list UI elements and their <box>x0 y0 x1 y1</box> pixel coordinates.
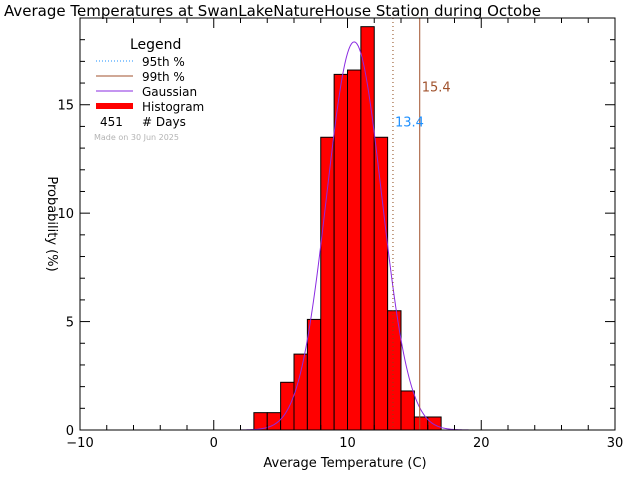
histogram-bar <box>293 353 308 431</box>
legend-title: Legend <box>130 37 181 53</box>
legend-day-count-label: # Days <box>142 115 186 129</box>
x-tick-label: −10 <box>66 436 93 451</box>
x-axis-label: Average Temperature (C) <box>263 456 426 471</box>
y-tick-label: 10 <box>57 207 74 222</box>
chart-title: Average Temperatures at SwanLakeNatureHo… <box>4 2 541 20</box>
histogram-bar <box>306 318 322 431</box>
histogram-bar <box>253 412 268 431</box>
legend-label-histogram: Histogram <box>142 100 204 114</box>
x-tick-label: 30 <box>607 436 624 451</box>
legend-label-gaussian: Gaussian <box>142 85 197 99</box>
y-tick-label: 15 <box>57 99 74 114</box>
x-tick-label: 20 <box>473 436 490 451</box>
histogram-bar <box>280 381 295 431</box>
percentile-95-label: 13.4 <box>395 115 424 130</box>
histogram-bars <box>253 26 442 431</box>
x-axis-ticks: −10 0 10 20 30 <box>66 18 623 451</box>
y-axis-ticks: 0 5 10 15 <box>57 39 615 439</box>
histogram-bar <box>427 416 442 431</box>
histogram-bar <box>347 69 362 431</box>
made-on-annotation: Made on 30 Jun 2025 <box>94 133 179 142</box>
histogram-bar <box>320 136 335 431</box>
histogram-bar <box>413 416 429 431</box>
y-tick-label: 5 <box>66 316 74 331</box>
y-axis-label: Probability (%) <box>44 176 59 271</box>
histogram-bar <box>333 73 348 431</box>
percentile-99-label: 15.4 <box>422 81 451 96</box>
x-tick-label: 10 <box>339 436 356 451</box>
legend-label-95th: 95th % <box>142 55 185 69</box>
histogram-bar <box>373 136 389 431</box>
histogram-bar <box>400 390 415 431</box>
legend-day-count: 451 <box>100 115 123 129</box>
legend: Legend 95th % 99th % Gaussian Histogram … <box>94 37 204 142</box>
x-tick-label: 0 <box>210 436 218 451</box>
legend-label-99th: 99th % <box>142 70 185 84</box>
y-tick-label: 0 <box>66 424 74 439</box>
